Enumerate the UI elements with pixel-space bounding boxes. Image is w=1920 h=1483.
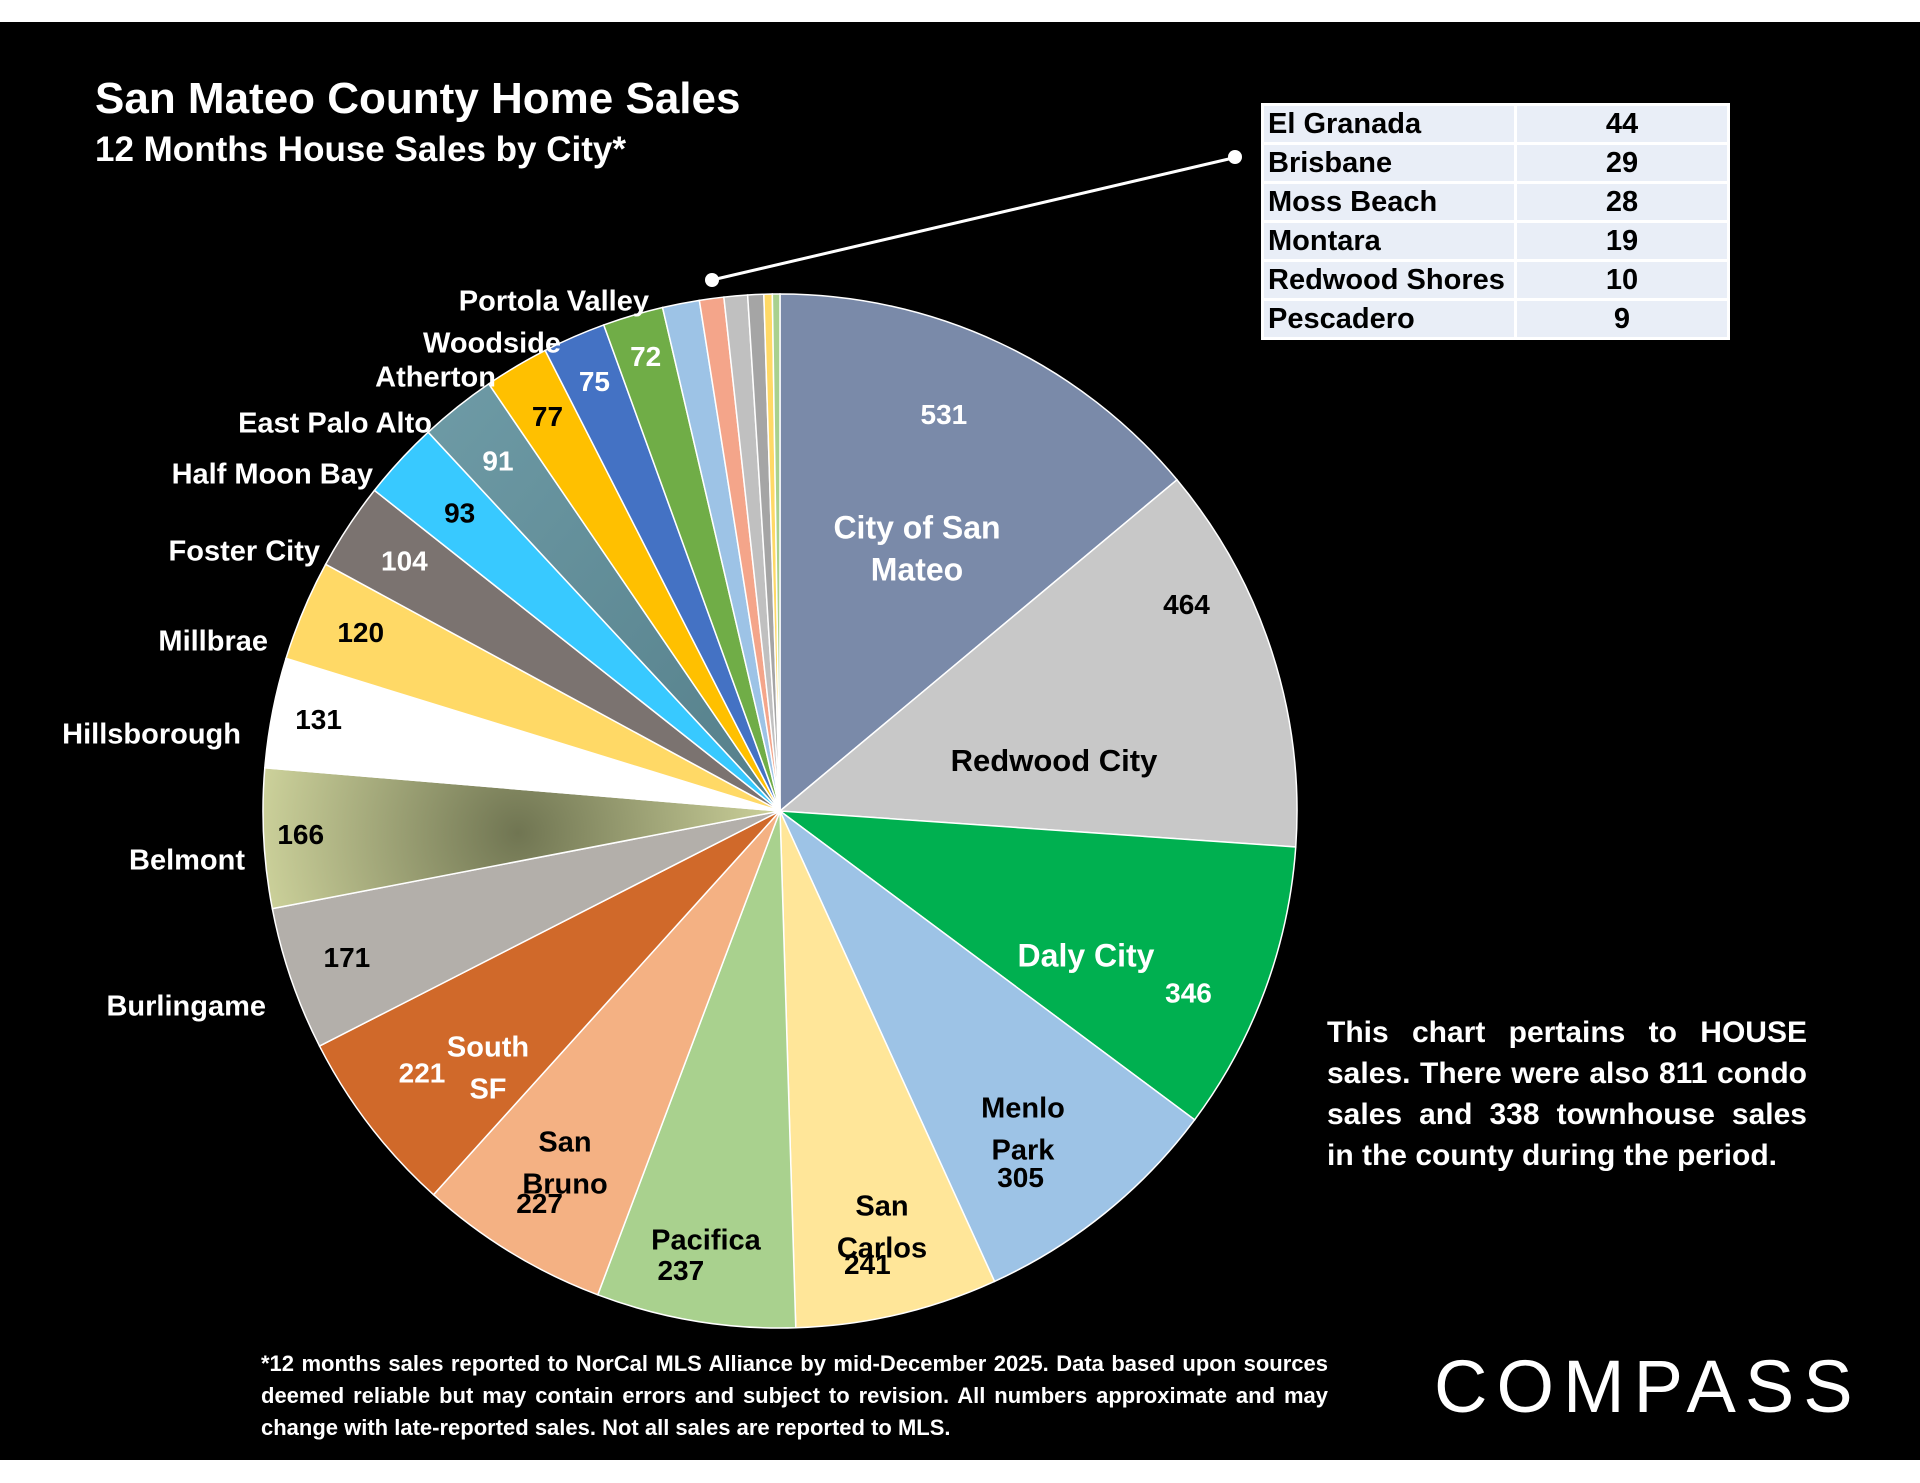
small-slices-callout xyxy=(705,150,1242,287)
chart-slide: San Mateo County Home Sales 12 Months Ho… xyxy=(0,22,1920,1460)
value-label-foster-city: 104 xyxy=(381,546,428,577)
value-label-south-sf: 221 xyxy=(399,1058,446,1089)
compass-logo: COMPASS xyxy=(1434,1345,1862,1428)
small-cities-table: El Granada 44 Brisbane 29 Moss Beach 28 Montar… xyxy=(1261,103,1730,340)
slice-name-city-of-san-mateo-line-2: Mateo xyxy=(871,551,963,587)
table-cell-city: Montara xyxy=(1261,220,1517,262)
table-cell-value: 10 xyxy=(1514,259,1730,301)
value-label-half-moon-bay: 93 xyxy=(444,498,475,529)
value-label-menlo-park: 305 xyxy=(997,1162,1044,1193)
table-cell-value: 28 xyxy=(1514,181,1730,223)
pie-slice-pacifica xyxy=(596,810,797,1329)
slice-name-south-sf-line-2: SF xyxy=(469,1074,506,1106)
slice-name-menlo-park-line-1: Menlo xyxy=(981,1093,1065,1125)
table-cell-city: El Granada xyxy=(1261,103,1517,145)
outside-label-woodside: Woodside xyxy=(423,328,561,360)
outside-label-hillsborough: Hillsborough xyxy=(62,719,241,751)
pie-slice-daly-city xyxy=(777,810,1297,1121)
pie-slice-pescadero xyxy=(771,293,781,812)
slice-name-san-bruno-line-2: Bruno xyxy=(522,1169,607,1201)
table-row: Redwood Shores 10 xyxy=(1261,259,1730,301)
value-label-city-of-san-mateo: 531 xyxy=(921,399,968,430)
pie-labels: 531 464 346 305 241 237 227 221 171 166 131 120 104 9… xyxy=(62,286,1212,1286)
value-label-burlingame: 171 xyxy=(324,942,371,973)
table-row: Brisbane 29 xyxy=(1261,142,1730,184)
outside-label-atherton: Atherton xyxy=(375,362,496,394)
value-label-hillsborough: 131 xyxy=(295,704,342,735)
slice-name-redwood-city: Redwood City xyxy=(951,743,1158,778)
chart-subtitle: 12 Months House Sales by City* xyxy=(95,130,626,169)
table-cell-city: Moss Beach xyxy=(1261,181,1517,223)
outside-label-burlingame: Burlingame xyxy=(106,991,266,1023)
slice-name-daly-city: Daly City xyxy=(1018,937,1155,973)
callout-dot-right xyxy=(1228,150,1242,164)
pie-slice-redwood-city xyxy=(778,478,1298,848)
table-cell-value: 19 xyxy=(1514,220,1730,262)
table-cell-city: Redwood Shores xyxy=(1261,259,1517,301)
house-sales-note: This chart pertains to HOUSE sales. Ther… xyxy=(1327,1016,1807,1172)
outside-label-millbrae: Millbrae xyxy=(158,626,268,658)
value-label-east-palo-alto: 91 xyxy=(482,445,513,476)
value-label-redwood-city: 464 xyxy=(1163,589,1210,620)
outside-label-foster-city: Foster City xyxy=(169,536,320,568)
value-label-belmont: 166 xyxy=(277,819,324,850)
pie-slice-menlo-park xyxy=(779,810,1196,1283)
table-cell-city: Brisbane xyxy=(1261,142,1517,184)
outside-label-belmont: Belmont xyxy=(129,845,245,877)
footnote: *12 months sales reported to NorCal MLS … xyxy=(261,1351,1328,1440)
outside-label-portola-valley: Portola Valley xyxy=(459,286,649,318)
chart-title: San Mateo County Home Sales xyxy=(95,74,741,123)
slice-name-san-carlos-line-1: San xyxy=(855,1191,908,1223)
table-cell-value: 9 xyxy=(1514,298,1730,340)
outside-label-east-palo-alto: East Palo Alto xyxy=(238,408,432,440)
outside-label-half-moon-bay: Half Moon Bay xyxy=(172,459,373,491)
callout-line xyxy=(711,156,1234,282)
table-row: El Granada 44 xyxy=(1261,103,1730,145)
table-cell-value: 44 xyxy=(1514,103,1730,145)
pie-slice-san-bruno xyxy=(432,810,781,1296)
value-label-san-bruno: 227 xyxy=(516,1188,563,1219)
pie-slice-city-of-san-mateo xyxy=(779,293,1179,813)
value-label-portola-valley: 72 xyxy=(630,341,661,372)
pie-slice-san-carlos xyxy=(779,810,996,1329)
pie-slice-south-sf xyxy=(318,810,781,1196)
table-row: Montara 19 xyxy=(1261,220,1730,262)
slice-name-san-carlos-line-2: Carlos xyxy=(837,1233,927,1265)
value-label-atherton: 77 xyxy=(532,401,563,432)
value-label-millbrae: 120 xyxy=(337,617,384,648)
slice-name-menlo-park-line-2: Park xyxy=(992,1135,1056,1167)
pie-chart: 531 464 346 305 241 237 227 221 171 166 131 120 104 9… xyxy=(62,150,1298,1329)
slice-name-south-sf-line-1: South xyxy=(447,1032,529,1064)
value-label-daly-city: 346 xyxy=(1165,977,1212,1008)
table-cell-city: Pescadero xyxy=(1261,298,1517,340)
pie-slices xyxy=(262,293,1298,1329)
table-row: Moss Beach 28 xyxy=(1261,181,1730,223)
slice-name-city-of-san-mateo-line-1: City of San xyxy=(833,509,1000,545)
callout-dot-left xyxy=(705,273,719,287)
table-cell-value: 29 xyxy=(1514,142,1730,184)
slice-name-san-bruno-line-1: San xyxy=(538,1127,591,1159)
value-label-woodside: 75 xyxy=(579,366,610,397)
value-label-san-carlos: 241 xyxy=(844,1249,891,1280)
value-label-pacifica: 237 xyxy=(657,1255,704,1286)
table-row: Pescadero 9 xyxy=(1261,298,1730,340)
slice-name-pacifica: Pacifica xyxy=(651,1225,761,1257)
